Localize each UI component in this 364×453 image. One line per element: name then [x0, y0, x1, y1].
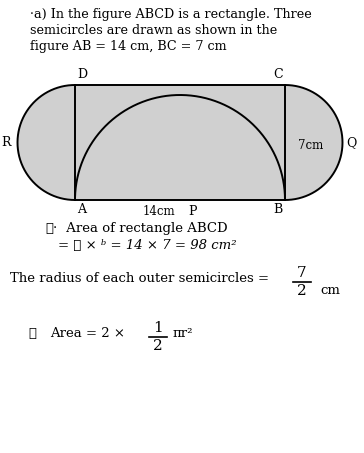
Text: cm: cm: [320, 284, 340, 297]
Text: B: B: [274, 203, 283, 216]
Text: ∴: ∴: [28, 327, 36, 340]
Text: Q: Q: [347, 136, 357, 149]
Text: 14cm: 14cm: [142, 205, 175, 218]
Text: 1: 1: [153, 321, 163, 335]
Text: ∴·: ∴·: [45, 222, 57, 235]
Text: = ℓ × ᵇ = 14 × 7 = 98 cm²: = ℓ × ᵇ = 14 × 7 = 98 cm²: [58, 239, 237, 252]
Wedge shape: [285, 85, 343, 200]
Bar: [75, 85, 285, 200]
Text: C: C: [273, 68, 283, 81]
Wedge shape: [17, 85, 75, 200]
Text: Area of rectangle ABCD: Area of rectangle ABCD: [62, 222, 227, 235]
Text: 7cm: 7cm: [298, 139, 324, 152]
Text: 7: 7: [297, 266, 307, 280]
Text: 2: 2: [153, 339, 163, 353]
Text: R: R: [1, 136, 11, 149]
Text: D: D: [77, 68, 87, 81]
Text: 2: 2: [297, 284, 307, 298]
Text: A: A: [77, 203, 86, 216]
Text: P: P: [188, 205, 197, 218]
Wedge shape: [75, 200, 285, 305]
Text: ·a) In the figure ABCD is a rectangle. Three: ·a) In the figure ABCD is a rectangle. T…: [30, 8, 312, 21]
Text: πr²: πr²: [173, 327, 194, 340]
Text: The radius of each outer semicircles =: The radius of each outer semicircles =: [10, 272, 269, 285]
Text: figure AB = 14 cm, BC = 7 cm: figure AB = 14 cm, BC = 7 cm: [30, 40, 227, 53]
Text: Area = 2 ×: Area = 2 ×: [50, 327, 125, 340]
Text: semicircles are drawn as shown in the: semicircles are drawn as shown in the: [30, 24, 277, 37]
